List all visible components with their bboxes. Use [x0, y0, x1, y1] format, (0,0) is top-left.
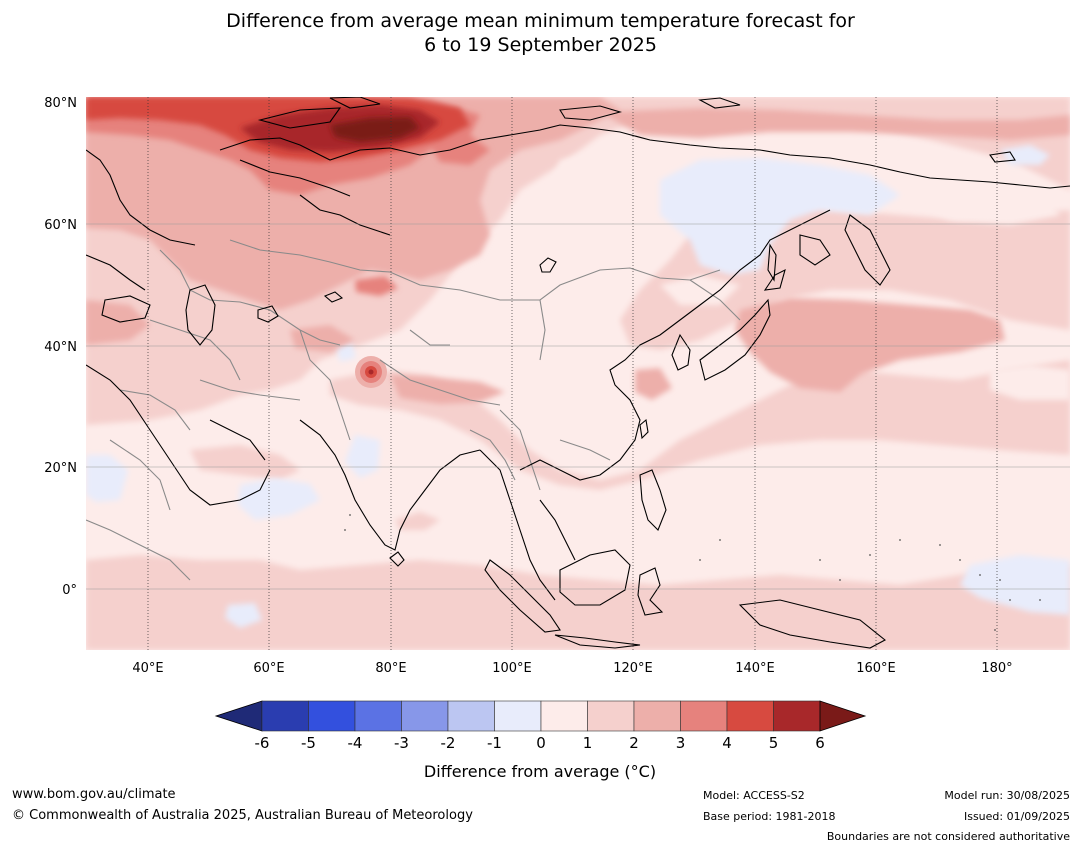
colorbar-tick-label: -5 — [301, 734, 316, 752]
colorbar-swatch — [540, 700, 588, 732]
website-link[interactable]: www.bom.gov.au/climate — [12, 787, 176, 802]
map-title-line-2: 6 to 19 September 2025 — [424, 34, 657, 56]
colorbar-swatch — [633, 700, 681, 732]
lon-label-140e: 140°E — [735, 661, 775, 676]
lat-label-60n: 60°N — [44, 218, 77, 233]
colorbar-tick-label: -4 — [348, 734, 363, 752]
model-name: Model: ACCESS-S2 — [703, 789, 805, 802]
colorbar-swatch — [401, 700, 449, 732]
graticule-parallels — [86, 223, 1070, 590]
colorbar-tick-label: -6 — [255, 734, 270, 752]
colorbar-tick-label: 3 — [676, 734, 686, 752]
colorbar-swatch — [261, 700, 309, 732]
lon-label-180: 180° — [981, 661, 1012, 676]
colorbar-extend-high — [819, 700, 867, 732]
lat-label-20n: 20°N — [44, 461, 77, 476]
colorbar-swatch — [587, 700, 635, 732]
lat-label-equator: 0° — [62, 583, 77, 598]
boundaries-disclaimer: Boundaries are not considered authoritat… — [826, 830, 1070, 843]
model-run-date: Model run: 30/08/2025 — [944, 789, 1070, 802]
colorbar-label: Difference from average (°C) — [424, 762, 656, 781]
lon-label-80e: 80°E — [375, 661, 406, 676]
lon-label-60e: 60°E — [253, 661, 284, 676]
base-period: Base period: 1981-2018 — [703, 810, 836, 823]
map-title-line-1: Difference from average mean minimum tem… — [226, 10, 855, 32]
copyright-text: © Commonwealth of Australia 2025, Austra… — [12, 808, 473, 823]
colorbar-tick-label: -2 — [441, 734, 456, 752]
coastlines — [86, 97, 1070, 649]
graticule-meridians — [147, 97, 998, 650]
colorbar-swatch — [308, 700, 356, 732]
colorbar-tick-label: 2 — [629, 734, 639, 752]
anomaly-field — [86, 97, 1070, 650]
colorbar-tick-label: 0 — [536, 734, 546, 752]
lon-label-100e: 100°E — [492, 661, 532, 676]
colorbar-tick-label: 6 — [815, 734, 825, 752]
lon-label-40e: 40°E — [132, 661, 163, 676]
colorbar-swatch — [680, 700, 728, 732]
colorbar-tick-label: -3 — [394, 734, 409, 752]
colorbar-swatch — [773, 700, 821, 732]
colorbar-swatch — [494, 700, 542, 732]
colorbar-tick-label: 1 — [583, 734, 593, 752]
colorbar-swatch — [354, 700, 402, 732]
lat-label-80n: 80°N — [44, 96, 77, 111]
small-islands — [344, 514, 1041, 631]
colorbar-extend-low — [214, 700, 263, 732]
colorbar-swatch — [726, 700, 774, 732]
lat-label-40n: 40°N — [44, 340, 77, 355]
colorbar-tick-label: -1 — [487, 734, 502, 752]
tibet-hotspot — [355, 356, 387, 388]
colorbar-tick-label: 5 — [769, 734, 779, 752]
colorbar-tick-label: 4 — [722, 734, 732, 752]
colorbar-swatch — [447, 700, 495, 732]
lon-label-160e: 160°E — [856, 661, 896, 676]
lon-label-120e: 120°E — [613, 661, 653, 676]
country-boundaries — [86, 239, 741, 581]
issued-date: Issued: 01/09/2025 — [963, 810, 1070, 823]
